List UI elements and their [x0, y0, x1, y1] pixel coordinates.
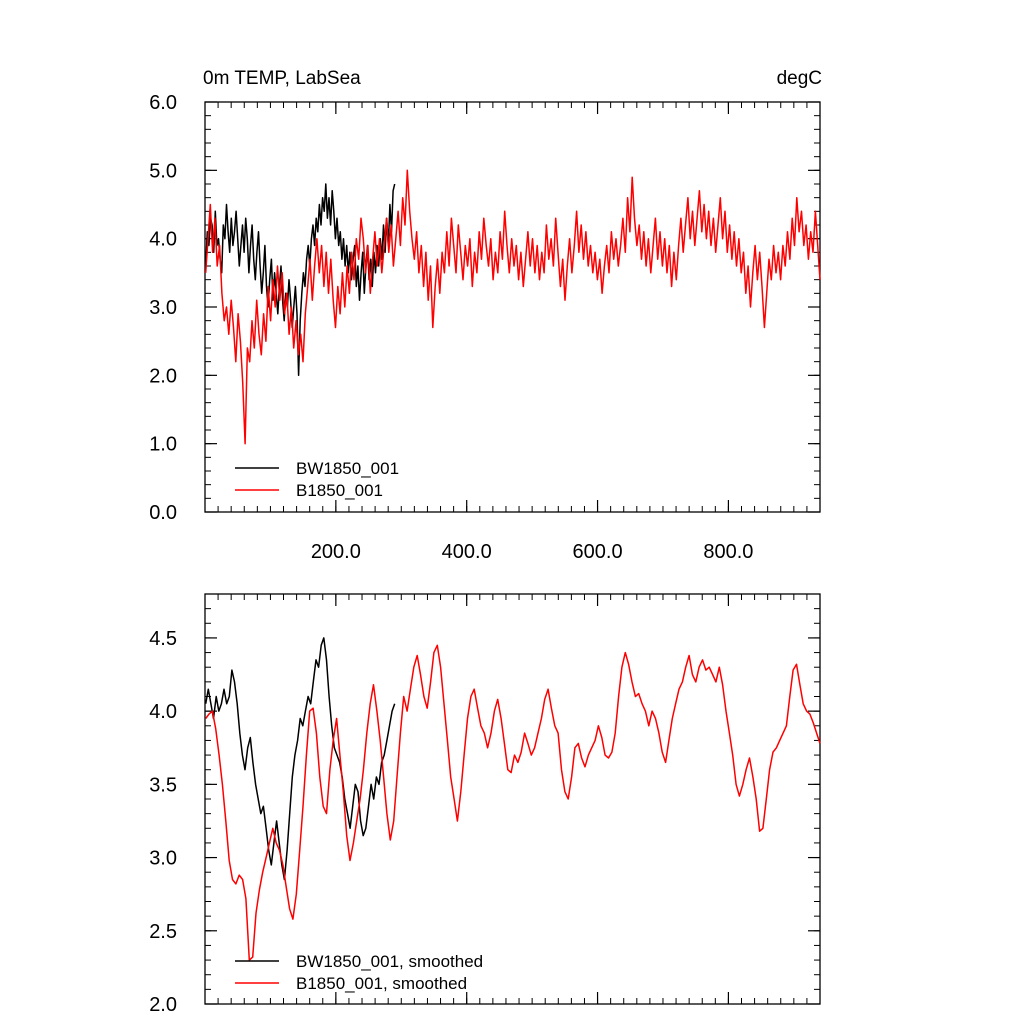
legend-label-bw1850-smoothed: BW1850_001, smoothed: [296, 952, 483, 971]
y-tick-label: 2.0: [149, 994, 177, 1016]
y-tick-label: 1.0: [149, 434, 177, 456]
panel-title-left: 0m TEMP, LabSea: [203, 68, 361, 89]
y-tick-label: 3.5: [149, 774, 177, 796]
y-tick-label: 4.5: [149, 628, 177, 650]
y-tick-label: 6.0: [149, 92, 177, 114]
series-line-b1850-001: [204, 169, 821, 445]
y-tick-label: 3.0: [149, 848, 177, 870]
x-tick-label: 600.0: [573, 541, 623, 563]
y-tick-label: 5.0: [149, 160, 177, 182]
series-lines-top: [204, 169, 821, 445]
axis-ticks-top: 0.0 1.0 2.0 3.0 4.0 5.0 6.0 200.0 400.0 600.0 800.…: [149, 92, 820, 563]
x-tick-label: 800.0: [703, 541, 753, 563]
y-tick-label: 0.0: [149, 502, 177, 524]
y-tick-label: 4.0: [149, 229, 177, 251]
legend-bottom: BW1850_001, smoothed B1850_001, smoothed: [235, 952, 483, 993]
x-tick-label: 400.0: [442, 541, 492, 563]
plot-frame-bottom: [204, 593, 821, 1005]
axis-ticks-bottom: 2.0 2.5 3.0 3.5 4.0 4.5: [149, 593, 820, 1016]
x-tick-label: 200.0: [311, 541, 361, 563]
series-lines-bottom: [204, 637, 821, 961]
legend-label-b1850-smoothed: B1850_001, smoothed: [296, 974, 467, 993]
legend-label-b1850: B1850_001: [296, 481, 383, 500]
series-line-bw1850-001: [204, 183, 396, 377]
y-tick-label: 2.5: [149, 921, 177, 943]
plot-frame: [204, 593, 821, 1005]
series-line-bw1850-001-smoothed: [204, 637, 396, 881]
y-tick-label: 2.0: [149, 365, 177, 387]
panel-units-label: degC: [777, 68, 822, 89]
panel-temperature-smoothed: 2.0 2.5 3.0 3.5 4.0 4.5 BW1850_001, smoothed …: [149, 593, 821, 1016]
series-line-b1850-001-smoothed: [205, 644, 821, 961]
legend-label-bw1850: BW1850_001: [296, 459, 399, 478]
y-tick-label: 4.0: [149, 701, 177, 723]
legend-top: BW1850_001 B1850_001: [235, 459, 399, 500]
panel-temperature-raw: 0m TEMP, LabSea degC 0.0 1.0 2.0 3.0 4.0 5.0 6…: [149, 68, 822, 563]
y-tick-label: 3.0: [149, 297, 177, 319]
